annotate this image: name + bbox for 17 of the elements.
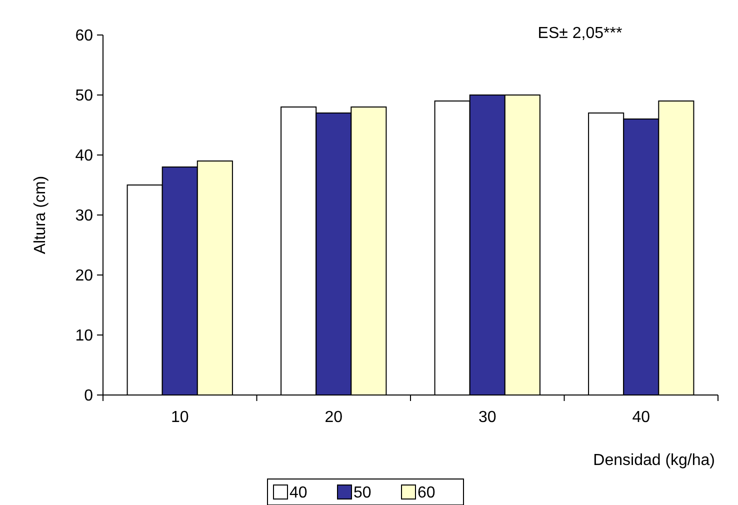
x-tick-label: 40 xyxy=(632,409,650,426)
legend-label: 50 xyxy=(354,484,372,502)
annotation: ES± 2,05*** xyxy=(538,25,622,42)
y-tick-label: 50 xyxy=(75,88,94,105)
y-tick-label: 40 xyxy=(75,148,94,165)
y-axis-title: Altura (cm) xyxy=(32,176,49,254)
legend-label: 40 xyxy=(290,484,308,502)
y-tick-label: 0 xyxy=(84,388,94,405)
y-tick-label: 10 xyxy=(75,328,94,345)
y-tick-label: 30 xyxy=(75,208,94,225)
y-tick-label: 20 xyxy=(75,268,94,285)
x-tick-label: 20 xyxy=(324,409,343,426)
y-tick-label: 60 xyxy=(75,28,94,45)
legend-label: 60 xyxy=(418,484,436,502)
x-tick-label: 30 xyxy=(478,409,496,426)
x-axis-title: Densidad (kg/ha) xyxy=(593,452,715,469)
x-tick-label: 10 xyxy=(170,409,189,426)
